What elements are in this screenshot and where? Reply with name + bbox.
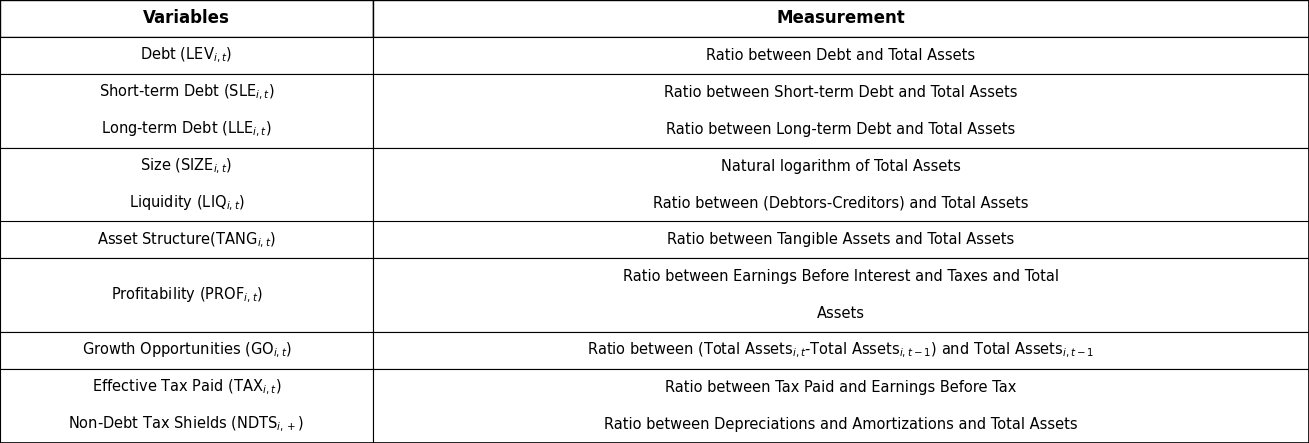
Bar: [0, 222, 373, 258]
Text: Natural logarithm of Total Assets: Natural logarithm of Total Assets: [721, 159, 961, 174]
Text: Ratio between Debt and Total Assets: Ratio between Debt and Total Assets: [707, 48, 975, 63]
Text: Non-Debt Tax Shields (NDTS$_{i,+}$): Non-Debt Tax Shields (NDTS$_{i,+}$): [68, 415, 305, 434]
Bar: [373, 369, 1309, 443]
Bar: [0, 332, 373, 369]
Text: Ratio between (Total Assets$_{i,t}$-Total Assets$_{i,t-1}$) and Total Assets$_{i: Ratio between (Total Assets$_{i,t}$-Tota…: [588, 341, 1094, 360]
Bar: [0, 37, 373, 74]
Bar: [373, 332, 1309, 369]
Bar: [0, 369, 373, 443]
Text: Ratio between Tax Paid and Earnings Before Tax: Ratio between Tax Paid and Earnings Befo…: [665, 380, 1017, 395]
Text: Variables: Variables: [143, 9, 230, 27]
Bar: [0, 148, 373, 222]
Text: Measurement: Measurement: [776, 9, 906, 27]
Text: Asset Structure(TANG$_{i,t}$): Asset Structure(TANG$_{i,t}$): [97, 230, 276, 249]
Text: Ratio between (Debtors-Creditors) and Total Assets: Ratio between (Debtors-Creditors) and To…: [653, 195, 1029, 210]
Bar: [0, 258, 373, 332]
Text: Ratio between Earnings Before Interest and Taxes and Total: Ratio between Earnings Before Interest a…: [623, 269, 1059, 284]
Bar: [0, 74, 373, 148]
Text: Debt (LEV$_{i,t}$): Debt (LEV$_{i,t}$): [140, 46, 233, 65]
Text: Ratio between Tangible Assets and Total Assets: Ratio between Tangible Assets and Total …: [668, 233, 1014, 248]
Bar: [373, 222, 1309, 258]
Text: Liquidity (LIQ$_{i,t}$): Liquidity (LIQ$_{i,t}$): [128, 194, 245, 213]
Bar: [373, 148, 1309, 222]
Bar: [373, 37, 1309, 74]
Text: Growth Opportunities (GO$_{i,t}$): Growth Opportunities (GO$_{i,t}$): [81, 341, 292, 360]
Text: Ratio between Short-term Debt and Total Assets: Ratio between Short-term Debt and Total …: [664, 85, 1018, 100]
Text: Assets: Assets: [817, 306, 865, 321]
Text: Size (SIZE$_{i,t}$): Size (SIZE$_{i,t}$): [140, 156, 233, 176]
Bar: [373, 258, 1309, 332]
Text: Long-term Debt (LLE$_{i,t}$): Long-term Debt (LLE$_{i,t}$): [101, 120, 272, 139]
Bar: [373, 0, 1309, 37]
Text: Profitability (PROF$_{i,t}$): Profitability (PROF$_{i,t}$): [110, 286, 263, 305]
Bar: [0, 0, 373, 37]
Bar: [373, 74, 1309, 148]
Text: Ratio between Depreciations and Amortizations and Total Assets: Ratio between Depreciations and Amortiza…: [605, 417, 1077, 432]
Text: Ratio between Long-term Debt and Total Assets: Ratio between Long-term Debt and Total A…: [666, 122, 1016, 137]
Text: Short-term Debt (SLE$_{i,t}$): Short-term Debt (SLE$_{i,t}$): [98, 83, 275, 102]
Text: Effective Tax Paid (TAX$_{i,t}$): Effective Tax Paid (TAX$_{i,t}$): [92, 378, 281, 397]
